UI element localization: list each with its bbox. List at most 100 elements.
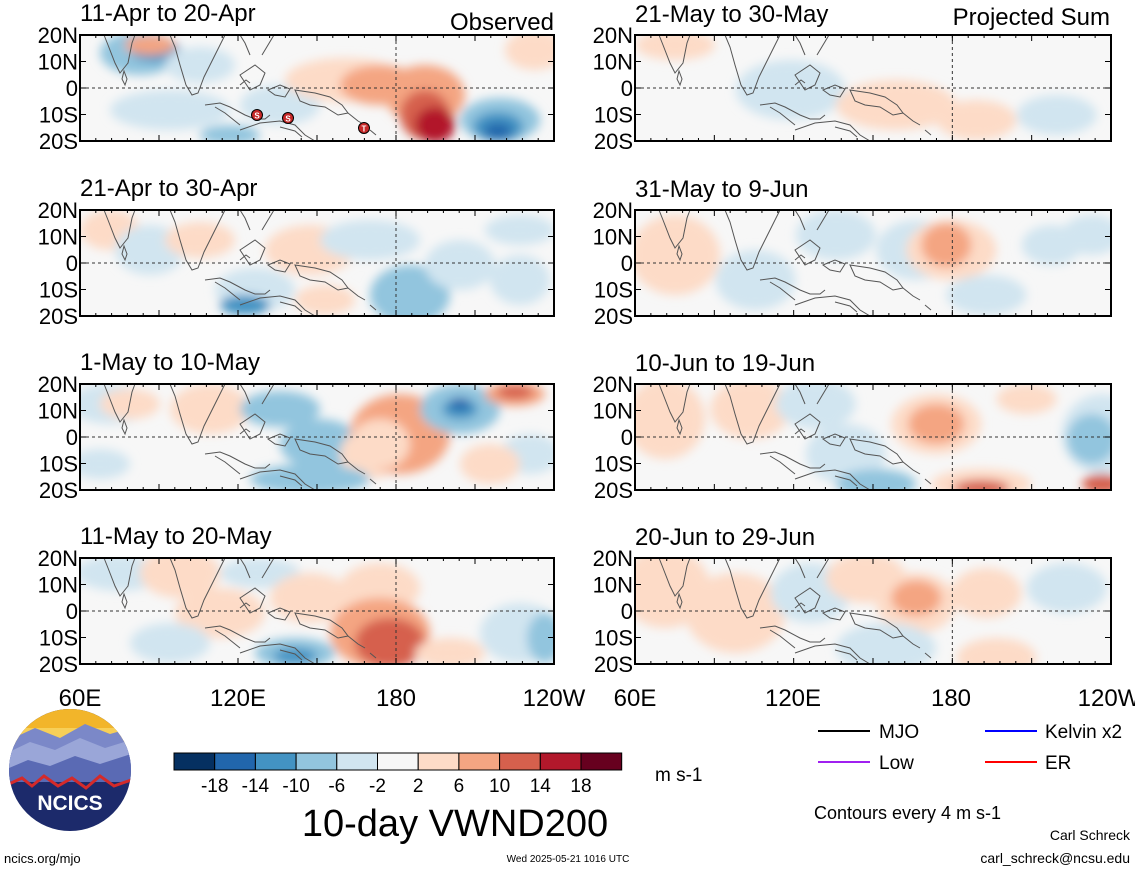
anomaly-blob xyxy=(220,558,300,588)
anomaly-blob xyxy=(165,47,235,83)
colorbar-tick-label: 18 xyxy=(570,776,591,797)
lat-label: 10S xyxy=(594,452,633,477)
storm-marker: T xyxy=(358,122,370,134)
coastline xyxy=(902,635,921,649)
coastline xyxy=(369,129,377,136)
coastline xyxy=(103,35,136,74)
lat-label: 10N xyxy=(38,225,78,250)
coastline xyxy=(849,89,904,116)
coastline xyxy=(369,478,377,485)
coastline xyxy=(239,384,251,405)
coastline xyxy=(239,558,251,579)
coastline xyxy=(794,428,806,435)
coastline xyxy=(759,102,826,120)
coastline xyxy=(769,455,796,475)
lon-label-left-120w: 120W xyxy=(523,685,586,712)
storm-marker: S xyxy=(282,112,294,124)
coastline xyxy=(294,264,349,291)
coastline xyxy=(204,277,271,295)
anomaly-blob xyxy=(200,125,260,141)
coastline xyxy=(816,384,830,405)
lat-label: 20N xyxy=(593,198,633,223)
panel-ticks xyxy=(634,383,1112,491)
panel-ticks xyxy=(634,557,1112,665)
anomaly-blob xyxy=(1066,414,1111,464)
anomaly-blob xyxy=(295,285,355,315)
anomaly-blob xyxy=(80,449,130,479)
anomaly-blob xyxy=(655,220,716,280)
colorbar-swatch xyxy=(417,752,460,771)
lat-label: 20S xyxy=(39,304,78,329)
panel-title: 11-Apr to 20-Apr xyxy=(80,0,256,27)
panel-title: 21-Apr to 30-Apr xyxy=(80,175,257,202)
lat-label: 10N xyxy=(593,50,633,75)
lat-label: 10N xyxy=(38,399,78,424)
lat-label: 0 xyxy=(621,76,633,101)
coastline xyxy=(794,643,871,664)
anomaly-blob xyxy=(175,588,265,638)
lat-label: 20S xyxy=(39,652,78,677)
coastline xyxy=(769,281,796,301)
coastline xyxy=(347,635,366,649)
anomaly-blob xyxy=(951,568,1022,618)
coastline xyxy=(239,643,316,664)
lat-label: 0 xyxy=(621,251,633,276)
coastlines xyxy=(658,384,932,490)
coastline xyxy=(239,428,251,435)
coastline xyxy=(169,35,226,96)
panel-title: 10-Jun to 19-Jun xyxy=(635,350,815,377)
coastline xyxy=(794,210,806,231)
lon-label-right-60e: 60E xyxy=(614,685,657,712)
coastline xyxy=(794,469,871,490)
anomaly-field xyxy=(635,384,1111,490)
anomaly-blob xyxy=(996,384,1057,414)
coastline xyxy=(294,438,349,465)
colorbar-swatch xyxy=(539,752,582,771)
coastline xyxy=(279,301,303,313)
colorbar-tick-label: 6 xyxy=(454,776,465,797)
colorbar-swatch xyxy=(580,752,623,771)
coastline xyxy=(821,259,846,273)
coastline xyxy=(794,384,806,405)
anomaly-blob xyxy=(505,35,554,70)
lat-label: 20S xyxy=(39,478,78,503)
anomaly-blob xyxy=(165,222,235,258)
coastline xyxy=(769,629,796,649)
anomaly-blob xyxy=(415,638,485,664)
coastline xyxy=(121,418,128,436)
panel-ticks xyxy=(79,209,555,317)
footer-url: ncics.org/mjo xyxy=(4,851,81,866)
coastline xyxy=(849,612,904,639)
anomaly-blob xyxy=(735,60,846,120)
anomaly-blob xyxy=(635,35,716,60)
anomaly-blob xyxy=(320,220,420,260)
coastline xyxy=(169,558,226,619)
coastline xyxy=(759,451,826,469)
coastline xyxy=(261,210,275,231)
anomaly-blob xyxy=(460,444,520,484)
coastline xyxy=(724,210,781,271)
coastline xyxy=(676,592,683,610)
legend-er-label: ER xyxy=(1045,753,1071,774)
colorbar-tick-label: -10 xyxy=(282,776,309,797)
lat-label: 10S xyxy=(39,452,78,477)
lon-label-right-120e: 120E xyxy=(765,685,821,712)
panel-ticks xyxy=(79,383,555,491)
lat-label: 20S xyxy=(594,304,633,329)
figure-title: 10-day VWND200 xyxy=(302,803,608,845)
colorbar-swatch xyxy=(214,752,256,771)
lat-label: 20N xyxy=(593,546,633,571)
coastline xyxy=(103,210,136,249)
anomaly-blob xyxy=(908,404,965,444)
coastline xyxy=(169,210,226,271)
coastline xyxy=(239,295,316,316)
coastline xyxy=(169,384,226,445)
coastline xyxy=(924,478,932,485)
anomaly-blob xyxy=(805,424,886,484)
lat-label: 20S xyxy=(594,129,633,154)
lon-label-left-60e: 60E xyxy=(59,685,102,712)
lat-label: 10N xyxy=(38,50,78,75)
